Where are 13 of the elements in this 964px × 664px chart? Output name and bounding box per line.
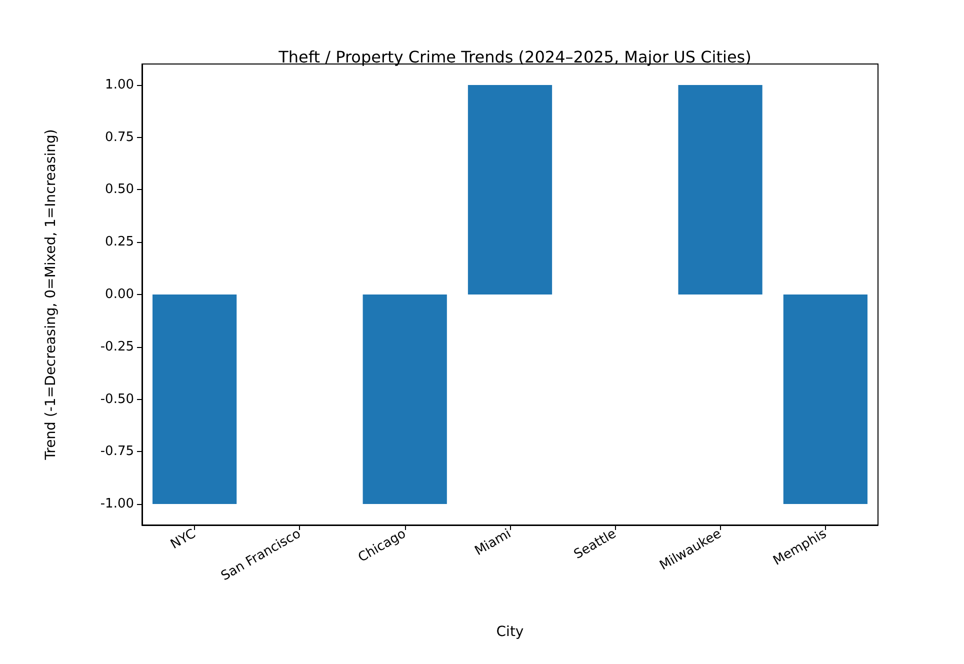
y-tick-label: 1.00 [105, 77, 134, 92]
y-tick-label: 0.00 [105, 287, 134, 302]
y-tick-label: 0.75 [105, 130, 134, 145]
y-tick-label: -1.00 [100, 496, 134, 512]
y-tick-label: -0.25 [100, 339, 134, 354]
x-axis-title: City [496, 624, 524, 640]
y-axis-title: Trend (-1=Decreasing, 0=Mixed, 1=Increasing) [43, 129, 59, 461]
x-tick-label: NYC [168, 526, 198, 553]
y-tick-label: 0.25 [105, 234, 134, 250]
chart-title: Theft / Property Crime Trends (2024–2025, Major US Cities) [278, 48, 752, 66]
y-tick-label: 0.50 [105, 182, 134, 198]
y-tick-label: -0.75 [100, 444, 134, 460]
y-tick-label: -0.50 [100, 392, 134, 407]
